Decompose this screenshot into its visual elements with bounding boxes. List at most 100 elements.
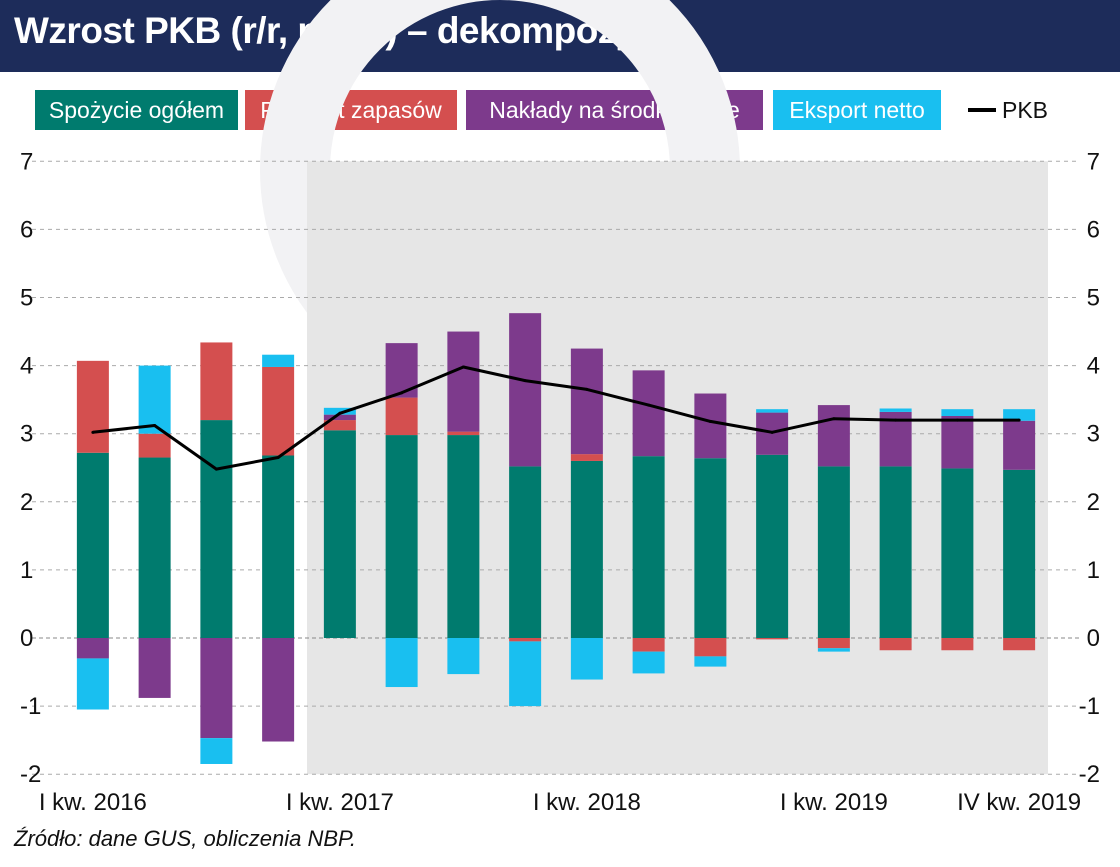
bar-investment — [323, 414, 356, 421]
y-tick-label-left: 5 — [20, 285, 33, 312]
bar-investment — [632, 370, 665, 457]
x-tick-label: I kw. 2019 — [780, 789, 888, 816]
bar-consumption — [817, 466, 850, 638]
bar-investment — [1003, 420, 1036, 470]
x-tick-label: I kw. 2016 — [39, 789, 147, 816]
chart-title: Wzrost PKB (r/r, proc.) – dekompozycja — [14, 10, 686, 51]
bar-investment — [570, 348, 603, 455]
gdp-point — [400, 391, 404, 395]
bar-consumption — [570, 460, 603, 638]
bar-net_exports — [632, 651, 665, 674]
bar-net_exports — [262, 354, 295, 367]
y-tick-label-right: 1 — [1087, 557, 1100, 584]
gdp-point — [1017, 418, 1021, 422]
bar-consumption — [756, 454, 789, 638]
y-tick-label-right: -2 — [1079, 761, 1100, 788]
y-tick-label-right: 2 — [1087, 489, 1100, 516]
bar-consumption — [879, 466, 912, 638]
bar-investment — [817, 405, 850, 467]
bar-inventories — [76, 360, 109, 453]
y-tick-label-left: 2 — [20, 489, 33, 516]
gdp-point — [708, 419, 712, 423]
legend-consumption: Spożycie ogółem — [35, 90, 238, 130]
bar-consumption — [694, 458, 727, 638]
bar-inventories — [323, 420, 356, 431]
bar-net_exports — [200, 738, 233, 764]
bar-consumption — [138, 457, 171, 638]
bar-consumption — [447, 435, 480, 638]
y-tick-label-left: 0 — [20, 625, 33, 652]
y-tick-label-right: 3 — [1087, 421, 1100, 448]
bar-investment — [447, 331, 480, 432]
bar-investment — [694, 393, 727, 459]
gdp-line — [92, 365, 1020, 471]
legend-gdp-label: PKB — [1002, 97, 1049, 123]
legend-net-exports: Eksport netto — [773, 90, 941, 130]
y-tick-label-left: 4 — [20, 353, 33, 380]
bar-consumption — [1003, 469, 1036, 638]
legend-investment: Nakłady na środki trwałe — [466, 90, 763, 130]
bar-consumption — [76, 452, 109, 638]
forecast-shaded-region — [307, 161, 1048, 775]
bar-inventories — [879, 638, 912, 651]
bar-consumption — [323, 430, 356, 638]
bar-investment — [941, 415, 974, 469]
y-tick-label-left: 3 — [20, 421, 33, 448]
y-tick-label-right: 0 — [1087, 625, 1100, 652]
bar-investment — [509, 313, 542, 467]
gdp-point — [894, 418, 898, 422]
bar-net_exports — [138, 365, 171, 434]
y-tick-label-right: -1 — [1079, 693, 1100, 720]
bar-inventories — [817, 638, 850, 649]
gdp-point — [153, 424, 157, 428]
gdp-point — [585, 387, 589, 391]
y-tick-label-right: 5 — [1087, 285, 1100, 312]
bar-inventories — [200, 342, 233, 421]
bar-net_exports — [817, 648, 850, 652]
legend-gdp: PKB — [968, 90, 1048, 130]
bar-inventories — [941, 638, 974, 651]
bar-inventories — [262, 366, 295, 456]
y-tick-label-right: 7 — [1087, 148, 1100, 175]
gdp-point — [214, 467, 218, 471]
bar-consumption — [385, 435, 418, 638]
y-tick-label-left: -1 — [20, 693, 41, 720]
gdp-point — [832, 417, 836, 421]
bar-inventories — [632, 638, 665, 652]
gdp-point — [338, 411, 342, 415]
gdp-point — [276, 456, 280, 460]
y-tick-label-right: 4 — [1087, 353, 1100, 380]
legend-gdp-line-icon — [968, 107, 996, 112]
bar-net_exports — [447, 638, 480, 675]
bar-investment — [76, 638, 109, 659]
bar-inventories — [1003, 638, 1036, 651]
bar-consumption — [632, 456, 665, 638]
gdp-point — [91, 430, 95, 434]
y-tick-label-left: 1 — [20, 557, 33, 584]
bar-consumption — [941, 468, 974, 638]
gdp-point — [647, 403, 651, 407]
bar-investment — [138, 638, 171, 698]
gdp-point — [955, 418, 959, 422]
x-tick-label: I kw. 2018 — [533, 789, 641, 816]
source-note: Źródło: dane GUS, obliczenia NBP. — [14, 826, 356, 851]
bar-net_exports — [509, 641, 542, 707]
gdp-point — [523, 379, 527, 383]
title-bar: Wzrost PKB (r/r, proc.) – dekompozycja — [0, 0, 1120, 72]
bar-inventories — [138, 433, 171, 458]
bar-investment — [756, 412, 789, 455]
bar-inventories — [385, 397, 418, 436]
bar-net_exports — [756, 409, 789, 413]
y-tick-label-left: -2 — [20, 761, 41, 788]
bar-inventories — [694, 638, 727, 657]
bar-net_exports — [1003, 409, 1036, 421]
bar-inventories — [756, 638, 789, 640]
y-tick-label-left: 7 — [20, 148, 33, 175]
bar-net_exports — [323, 407, 356, 415]
bar-inventories — [509, 638, 542, 642]
x-tick-label: IV kw. 2019 — [957, 789, 1081, 816]
bar-inventories — [447, 431, 480, 436]
legend-inventories: Przyrost zapasów — [245, 90, 457, 130]
bar-investment — [262, 638, 295, 742]
